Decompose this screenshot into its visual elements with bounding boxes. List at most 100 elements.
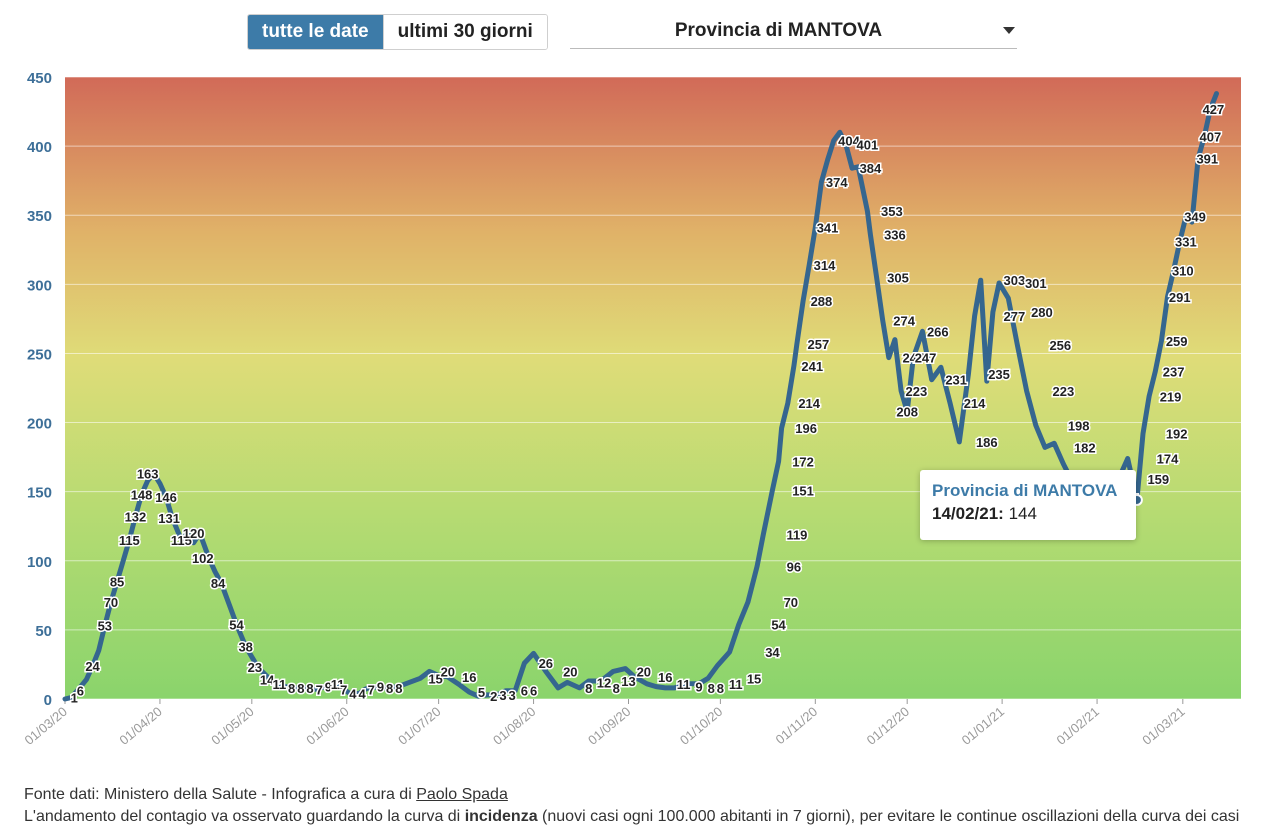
- y-tick-label: 50: [35, 623, 52, 640]
- y-tick-label: 200: [27, 416, 52, 433]
- data-label: 336: [884, 228, 906, 243]
- data-label: 391: [1196, 152, 1218, 167]
- data-label: 1: [71, 691, 78, 706]
- footer-source: Fonte dati: Ministero della Salute - Inf…: [24, 784, 1264, 806]
- data-label: 96: [787, 559, 801, 574]
- data-label: 11: [677, 677, 691, 692]
- tooltip-date: 14/02/21:: [932, 504, 1004, 523]
- tooltip-title: Provincia di MANTOVA: [932, 481, 1118, 500]
- data-label: 151: [792, 483, 814, 498]
- data-label: 70: [784, 595, 798, 610]
- data-label: 8: [585, 681, 592, 696]
- data-label: 9: [695, 680, 702, 695]
- data-label: 235: [988, 367, 1010, 382]
- data-label: 4: [358, 686, 366, 701]
- footer-note: L'andamento del contagio va osservato gu…: [24, 806, 1264, 828]
- data-label: 70: [104, 595, 118, 610]
- x-tick-label: 01/09/20: [585, 704, 633, 748]
- data-label: 172: [792, 454, 814, 469]
- x-tick-label: 01/12/20: [864, 704, 912, 748]
- province-select[interactable]: Provincia di MANTOVA: [570, 14, 1017, 49]
- footer-note-end: (nuovi casi ogni 100.000 abitanti in 7 g…: [537, 808, 1240, 825]
- data-label: 314: [814, 258, 836, 273]
- y-tick-label: 350: [27, 208, 52, 225]
- data-label: 132: [125, 510, 147, 525]
- data-label: 13: [621, 674, 635, 689]
- tooltip-value: 144: [1008, 504, 1037, 523]
- data-label: 214: [964, 396, 986, 411]
- data-label: 186: [976, 435, 998, 450]
- data-label: 8: [288, 681, 295, 696]
- x-tick-label: 01/01/21: [959, 704, 1007, 748]
- data-label: 14: [260, 673, 275, 688]
- data-label: 20: [563, 664, 577, 679]
- data-label: 277: [1004, 309, 1026, 324]
- data-label: 219: [1160, 389, 1182, 404]
- data-label: 5: [478, 685, 485, 700]
- x-tick-label: 01/11/20: [773, 704, 821, 747]
- data-label: 2: [490, 689, 497, 704]
- data-label: 146: [155, 490, 177, 505]
- x-tick-label: 01/10/20: [677, 704, 725, 748]
- plot-background: [65, 77, 1241, 699]
- data-label: 349: [1184, 210, 1206, 225]
- data-label: 259: [1166, 334, 1188, 349]
- y-tick-label: 400: [27, 139, 52, 156]
- x-tick-label: 01/03/20: [22, 704, 70, 748]
- data-label: 280: [1031, 305, 1053, 320]
- data-label: 119: [786, 528, 807, 543]
- all-dates-button[interactable]: tutte le date: [248, 15, 383, 49]
- data-label: 427: [1203, 102, 1225, 117]
- y-tick-label: 250: [27, 346, 52, 363]
- data-label: 404: [838, 134, 860, 149]
- data-label: 9: [325, 680, 332, 695]
- data-label: 131: [158, 511, 180, 526]
- data-label: 8: [613, 681, 620, 696]
- data-label: 84: [211, 576, 226, 591]
- data-label: 15: [747, 671, 761, 686]
- x-tick-label: 01/05/20: [208, 704, 256, 748]
- data-label: 102: [192, 551, 214, 566]
- chevron-down-icon: [1003, 27, 1015, 34]
- data-label: 182: [1074, 440, 1096, 455]
- data-label: 256: [1049, 338, 1071, 353]
- footer-source-text: Fonte dati: Ministero della Salute - Inf…: [24, 786, 417, 803]
- data-label: 407: [1200, 129, 1222, 144]
- author-link[interactable]: Paolo Spada: [416, 786, 508, 803]
- x-tick-label: 01/03/21: [1139, 704, 1187, 748]
- data-label: 274: [893, 313, 915, 328]
- data-label: 374: [826, 175, 848, 190]
- data-label: 8: [306, 681, 313, 696]
- data-label: 223: [1053, 384, 1075, 399]
- data-label: 247: [902, 351, 924, 366]
- data-label: 198: [1068, 418, 1090, 433]
- data-label: 54: [229, 617, 244, 632]
- y-axis: 0 50 100 150 200 250 300 350 400 450: [27, 70, 52, 709]
- data-label: 288: [811, 294, 833, 309]
- x-axis: 01/03/20 01/04/20 01/05/20 01/06/20 01/07/20…: [22, 699, 1188, 748]
- data-label: 196: [795, 421, 817, 436]
- data-label: 120: [183, 526, 205, 541]
- data-label: 353: [881, 204, 903, 219]
- x-tick-label: 01/07/20: [395, 704, 443, 748]
- data-label: 305: [887, 270, 909, 285]
- y-tick-label: 0: [44, 692, 52, 709]
- data-label: 163: [137, 467, 159, 482]
- data-label: 303: [1004, 273, 1026, 288]
- data-label: 159: [1147, 472, 1169, 487]
- data-label: 16: [658, 670, 672, 685]
- data-label: 291: [1169, 290, 1191, 305]
- data-label: 331: [1175, 234, 1197, 249]
- last-30-days-button[interactable]: ultimi 30 giorni: [382, 15, 547, 49]
- data-label: 148: [131, 487, 153, 502]
- series-line: [62, 91, 1219, 702]
- footer-note-bold: incidenza: [464, 808, 538, 825]
- data-label: 115: [171, 533, 192, 548]
- y-tick-label: 100: [27, 554, 52, 571]
- grid-lines: [65, 76, 1241, 700]
- footer-note-start: L'andamento del contagio va osservato gu…: [24, 808, 465, 825]
- data-label: 237: [1163, 364, 1185, 379]
- data-label: 257: [808, 337, 830, 352]
- x-tick-label: 01/04/20: [116, 704, 164, 748]
